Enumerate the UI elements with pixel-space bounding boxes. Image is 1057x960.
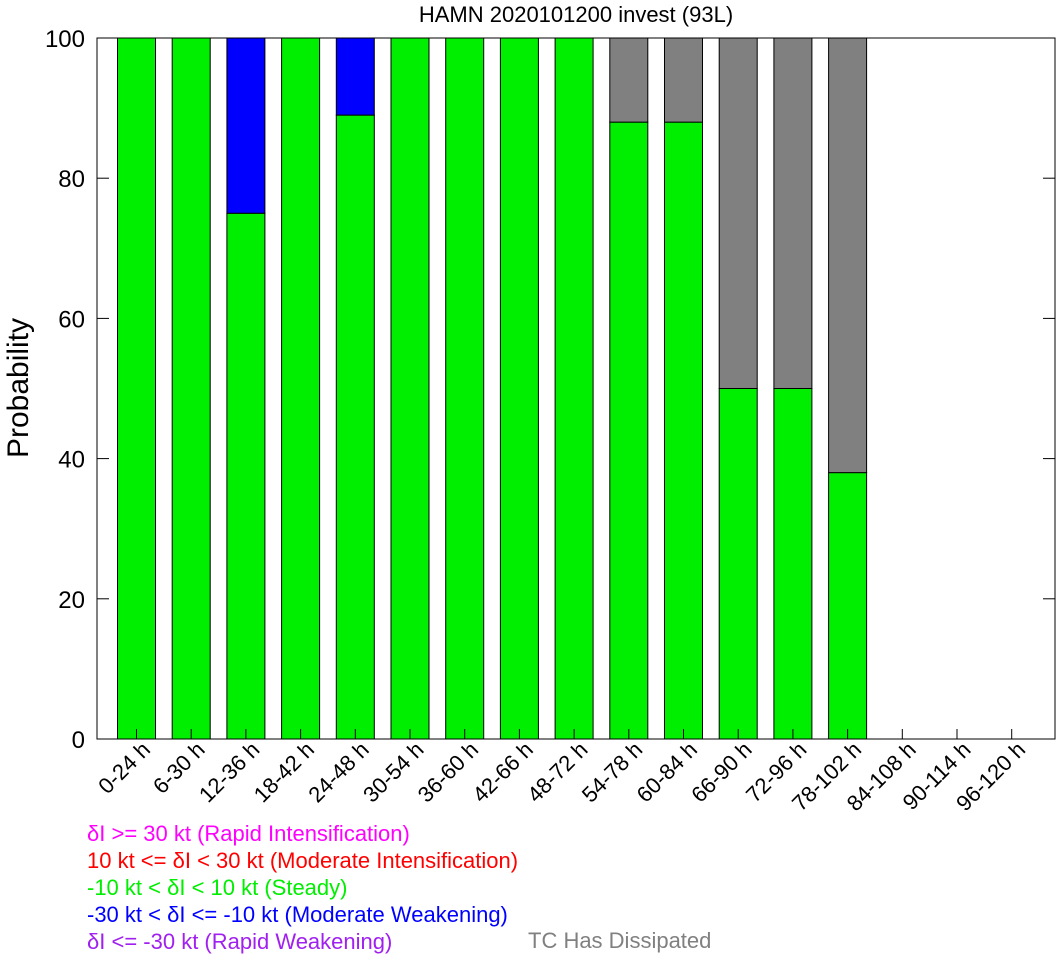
x-tick-label-4: 24-48 h [303, 737, 373, 807]
legend-entry-rapid-weakening: δI <= -30 kt (Rapid Weakening) [87, 929, 393, 954]
bar-dissipated-12 [773, 37, 813, 389]
bar-steady-1 [171, 37, 211, 740]
x-tick-label-10: 60-84 h [632, 737, 702, 807]
bar-steady-8 [554, 37, 594, 740]
bar-dissipated-13 [828, 37, 868, 474]
legend-entry-dissipated: TC Has Dissipated [528, 928, 712, 953]
legend-entry-steady: -10 kt < δI < 10 kt (Steady) [87, 875, 348, 900]
y-tick-label-1: 20 [58, 587, 85, 614]
bar-steady-12 [773, 388, 813, 740]
legend-entry-rapid-intensification: δI >= 30 kt (Rapid Intensification) [87, 821, 410, 846]
x-tick-label-3: 18-42 h [249, 737, 319, 807]
bar-steady-6 [445, 37, 485, 740]
x-tick-label-5: 30-54 h [358, 737, 428, 807]
x-tick-label-11: 66-90 h [686, 737, 756, 807]
bar-dissipated-11 [718, 37, 758, 389]
bar-dissipated-9 [609, 37, 649, 123]
x-tick-label-6: 36-60 h [413, 737, 483, 807]
bar-steady-13 [828, 472, 868, 740]
y-tick-label-2: 40 [58, 447, 85, 474]
y-tick-label-5: 100 [45, 26, 85, 53]
bar-moderate_weakening-4 [335, 37, 375, 116]
bar-steady-7 [499, 37, 539, 740]
y-tick-label-4: 80 [58, 166, 85, 193]
bar-steady-11 [718, 388, 758, 740]
bar-steady-0 [117, 37, 156, 740]
bar-steady-10 [664, 121, 703, 740]
legend: δI >= 30 kt (Rapid Intensification) 10 k… [87, 820, 518, 955]
chart-title: HAMN 2020101200 invest (93L) [419, 2, 733, 27]
bars-group [117, 37, 868, 740]
bar-steady-4 [335, 114, 375, 740]
legend-entry-moderate-intensification: 10 kt <= δI < 30 kt (Moderate Intensific… [87, 848, 519, 873]
plot-frame [96, 37, 1056, 740]
x-tick-label-2: 12-36 h [194, 737, 264, 807]
x-tick-label-9: 54-78 h [577, 737, 647, 807]
y-axis-label: Probability [2, 318, 35, 458]
x-tick-label-8: 48-72 h [522, 737, 592, 807]
legend-entry-moderate-weakening: -30 kt < δI <= -10 kt (Moderate Weakenin… [87, 902, 508, 927]
bar-steady-2 [226, 212, 266, 740]
bar-steady-3 [281, 37, 321, 740]
bar-moderate_weakening-2 [226, 37, 266, 214]
y-tick-label-0: 0 [72, 727, 85, 754]
bar-steady-9 [609, 121, 649, 740]
bar-steady-5 [390, 37, 430, 740]
bar-dissipated-10 [664, 37, 703, 123]
x-tick-label-0: 0-24 h [93, 737, 155, 799]
y-tick-label-3: 60 [58, 306, 85, 333]
x-tick-label-7: 42-66 h [467, 737, 537, 807]
